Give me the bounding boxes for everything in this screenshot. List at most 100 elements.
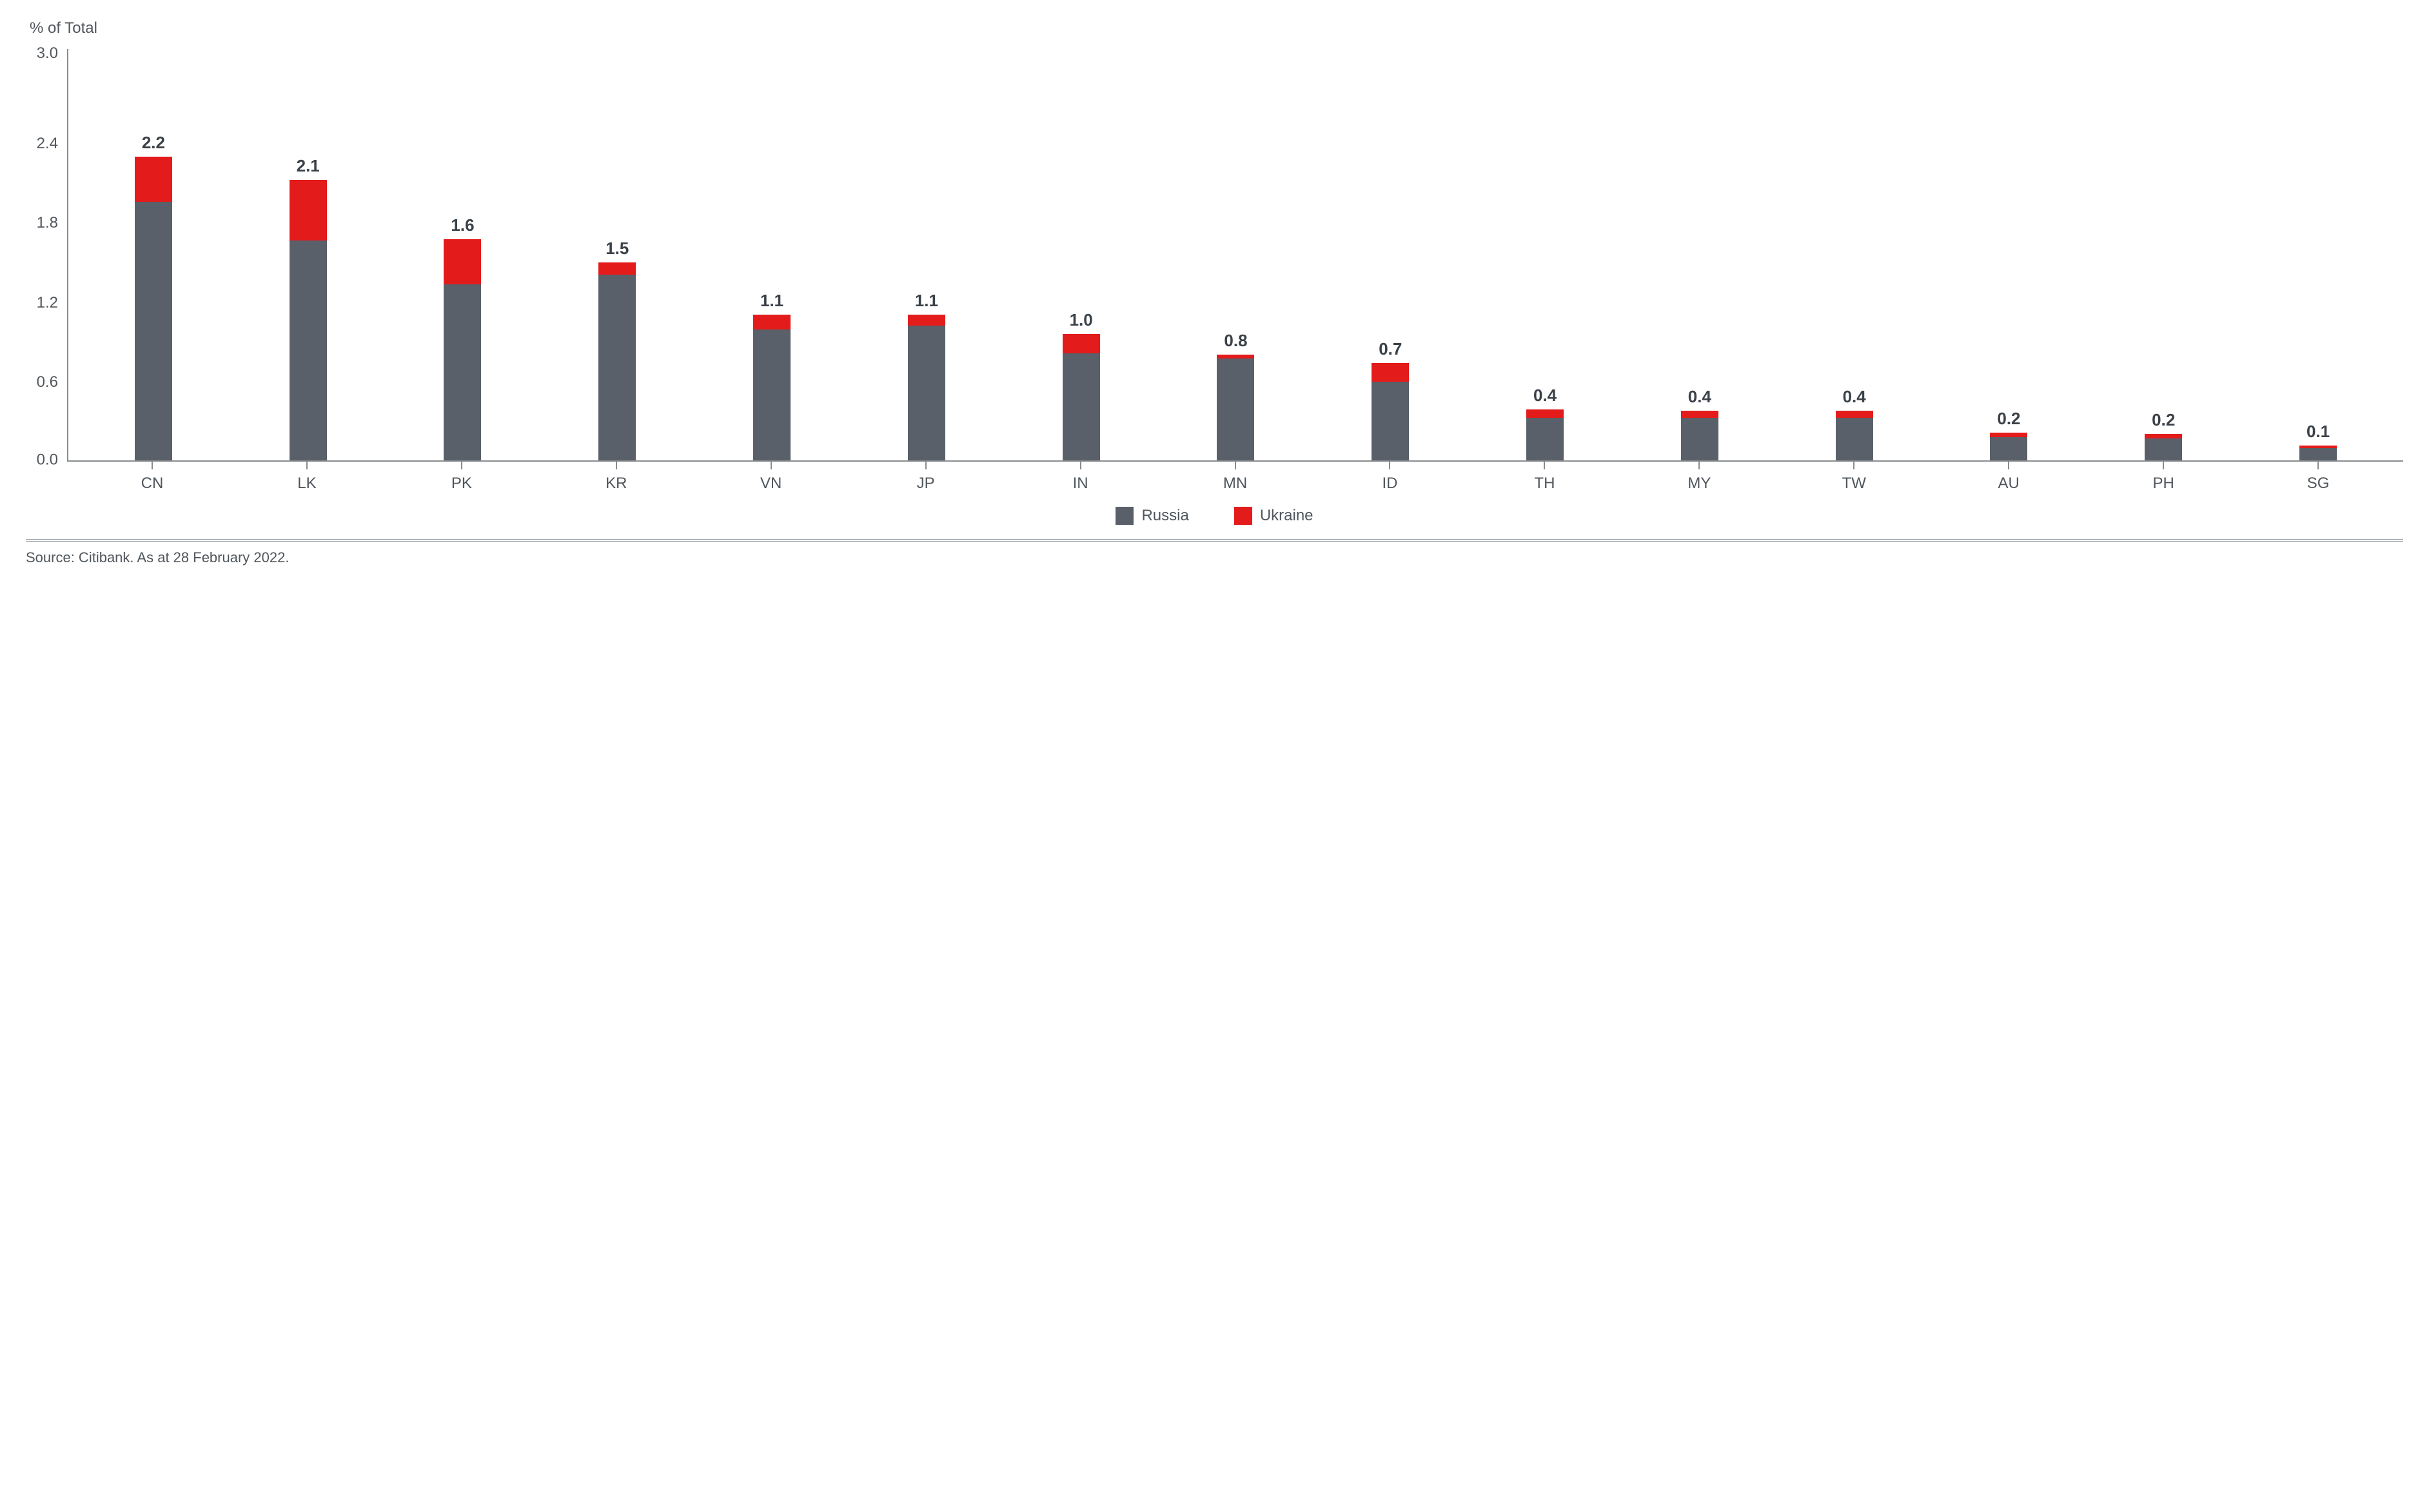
bar-stack <box>1681 411 1718 460</box>
bar-segment-ukraine <box>1526 409 1564 418</box>
bar-total-label: 0.1 <box>2306 422 2330 442</box>
x-tick: TW <box>1776 462 1931 493</box>
x-tick-label: JP <box>917 475 935 493</box>
x-tick: MY <box>1622 462 1776 493</box>
bar-column: 0.2 <box>2086 49 2241 460</box>
x-tick: AU <box>1931 462 2086 493</box>
bar-segment-ukraine <box>135 157 172 202</box>
y-tick-label: 3.0 <box>37 46 58 61</box>
chart-container: % of Total 3.02.41.81.20.60.0 2.22.11.61… <box>26 19 2403 566</box>
x-tick-mark <box>1544 462 1545 469</box>
x-tick-mark <box>461 462 462 469</box>
x-tick-mark <box>2317 462 2319 469</box>
legend-label: Russia <box>1141 507 1188 525</box>
x-tick-label: AU <box>1998 475 2020 493</box>
bar-stack <box>290 180 327 460</box>
bar-stack <box>135 157 172 460</box>
x-tick-mark <box>1235 462 1236 469</box>
bar-column: 1.0 <box>1004 49 1159 460</box>
x-tick: ID <box>1313 462 1468 493</box>
bar-stack <box>1836 411 1873 460</box>
x-tick-label: MN <box>1223 475 1247 493</box>
x-tick-mark <box>152 462 153 469</box>
bar-segment-russia <box>1526 418 1564 460</box>
bar-segment-ukraine <box>290 180 327 241</box>
bar-total-label: 1.6 <box>451 215 474 235</box>
x-tick-label: ID <box>1382 475 1397 493</box>
bar-segment-russia <box>290 241 327 460</box>
x-tick-mark <box>2163 462 2164 469</box>
x-tick-label: TH <box>1534 475 1555 493</box>
x-tick-mark <box>1389 462 1390 469</box>
bar-column: 2.1 <box>231 49 386 460</box>
bar-column: 0.2 <box>1932 49 2087 460</box>
bar-segment-ukraine <box>1063 334 1100 353</box>
x-tick: TH <box>1467 462 1622 493</box>
x-tick: MN <box>1158 462 1313 493</box>
source-text: Source: Citibank. As at 28 February 2022… <box>26 549 2403 566</box>
bar-stack <box>1990 433 2027 460</box>
bar-segment-russia <box>753 329 791 460</box>
x-tick-label: TW <box>1842 475 1866 493</box>
legend-swatch <box>1234 507 1252 525</box>
bar-total-label: 0.2 <box>2152 410 2175 430</box>
bar-segment-russia <box>2299 448 2337 460</box>
bar-column: 0.4 <box>1777 49 1932 460</box>
bar-column: 1.1 <box>849 49 1004 460</box>
y-axis-title: % of Total <box>30 19 2403 37</box>
bar-stack <box>1217 355 1254 460</box>
bar-total-label: 0.4 <box>1688 387 1711 407</box>
bar-column: 1.5 <box>540 49 694 460</box>
bar-segment-ukraine <box>444 239 481 284</box>
x-tick-label: LK <box>297 475 316 493</box>
bar-segment-ukraine <box>1681 411 1718 418</box>
bar-column: 0.4 <box>1468 49 1622 460</box>
bar-column: 0.7 <box>1313 49 1468 460</box>
bar-stack <box>1526 409 1564 460</box>
bar-stack <box>2299 446 2337 460</box>
x-tick-label: CN <box>141 475 164 493</box>
bar-stack <box>598 262 636 460</box>
y-tick-label: 0.6 <box>37 375 58 390</box>
x-tick-mark <box>1698 462 1700 469</box>
bar-segment-russia <box>598 275 636 460</box>
bar-segment-russia <box>908 326 945 460</box>
legend-swatch <box>1116 507 1134 525</box>
bar-segment-russia <box>1217 358 1254 460</box>
bar-total-label: 2.2 <box>142 133 165 153</box>
bar-segment-russia <box>135 202 172 460</box>
y-tick-label: 1.8 <box>37 215 58 231</box>
bar-segment-russia <box>1990 437 2027 460</box>
x-tick: VN <box>694 462 849 493</box>
bar-total-label: 1.1 <box>915 291 938 311</box>
bar-total-label: 0.4 <box>1533 386 1557 406</box>
bar-total-label: 0.2 <box>1997 409 2020 429</box>
x-tick-label: VN <box>760 475 782 493</box>
bar-total-label: 1.1 <box>760 291 783 311</box>
bar-column: 2.2 <box>76 49 231 460</box>
y-tick-label: 0.0 <box>37 453 58 468</box>
bar-total-label: 0.4 <box>1843 387 1866 407</box>
bar-total-label: 1.5 <box>605 239 629 259</box>
bar-total-label: 1.0 <box>1070 310 1093 330</box>
bar-segment-russia <box>1063 353 1100 460</box>
x-axis: CNLKPKKRVNJPINMNIDTHMYTWAUPHSG <box>67 462 2403 493</box>
y-tick-label: 2.4 <box>37 136 58 152</box>
x-tick-label: KR <box>605 475 627 493</box>
bar-segment-ukraine <box>908 315 945 326</box>
x-tick: SG <box>2241 462 2395 493</box>
x-tick-label: PH <box>2152 475 2174 493</box>
x-tick-mark <box>1853 462 1854 469</box>
bar-segment-ukraine <box>753 315 791 329</box>
legend-item: Ukraine <box>1234 507 1313 525</box>
x-tick: KR <box>539 462 694 493</box>
bar-column: 1.1 <box>694 49 849 460</box>
x-tick-mark <box>1080 462 1081 469</box>
y-axis: 3.02.41.81.20.60.0 <box>26 49 67 462</box>
plot-area: 2.22.11.61.51.11.11.00.80.70.40.40.40.20… <box>67 49 2403 462</box>
bar-stack <box>753 315 791 460</box>
x-tick-mark <box>925 462 927 469</box>
bar-segment-russia <box>2145 438 2182 460</box>
legend-item: Russia <box>1116 507 1188 525</box>
x-tick-mark <box>2008 462 2009 469</box>
